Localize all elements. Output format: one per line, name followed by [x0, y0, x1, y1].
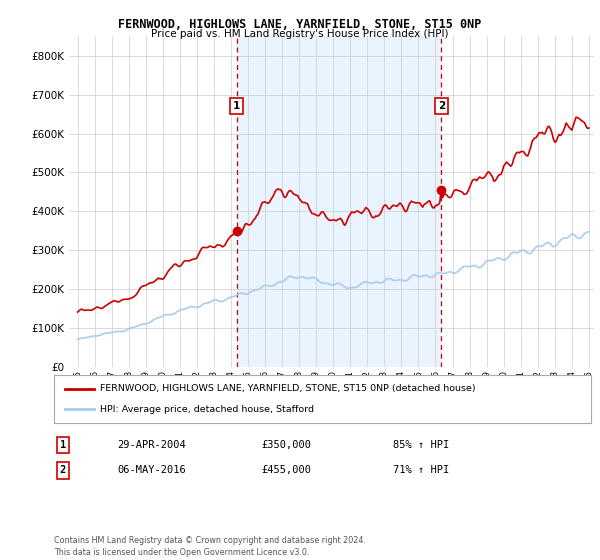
Text: £455,000: £455,000 — [261, 465, 311, 475]
Text: 2: 2 — [60, 465, 66, 475]
Text: 85% ↑ HPI: 85% ↑ HPI — [393, 440, 449, 450]
Bar — [236, 36, 442, 367]
Text: Contains HM Land Registry data © Crown copyright and database right 2024.
This d: Contains HM Land Registry data © Crown c… — [54, 536, 366, 557]
Text: 2: 2 — [438, 101, 445, 111]
Text: HPI: Average price, detached house, Stafford: HPI: Average price, detached house, Staf… — [100, 405, 314, 414]
Text: £350,000: £350,000 — [261, 440, 311, 450]
Text: FERNWOOD, HIGHLOWS LANE, YARNFIELD, STONE, ST15 0NP: FERNWOOD, HIGHLOWS LANE, YARNFIELD, STON… — [118, 18, 482, 31]
Text: 29-APR-2004: 29-APR-2004 — [117, 440, 186, 450]
Text: Price paid vs. HM Land Registry's House Price Index (HPI): Price paid vs. HM Land Registry's House … — [151, 29, 449, 39]
Text: 06-MAY-2016: 06-MAY-2016 — [117, 465, 186, 475]
Text: FERNWOOD, HIGHLOWS LANE, YARNFIELD, STONE, ST15 0NP (detached house): FERNWOOD, HIGHLOWS LANE, YARNFIELD, STON… — [100, 384, 475, 393]
Text: 71% ↑ HPI: 71% ↑ HPI — [393, 465, 449, 475]
Text: 1: 1 — [233, 101, 240, 111]
Text: 1: 1 — [60, 440, 66, 450]
